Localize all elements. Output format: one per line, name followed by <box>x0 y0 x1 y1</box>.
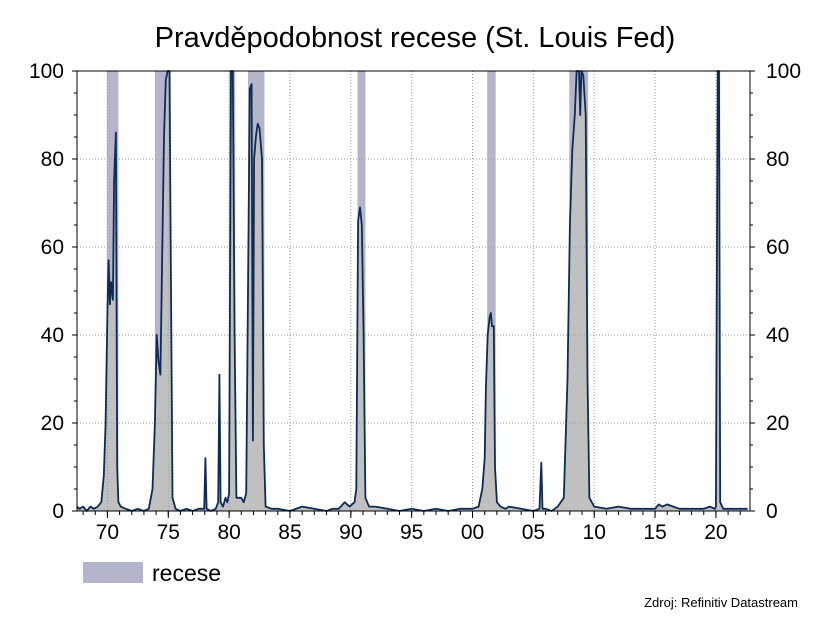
probability-area <box>77 71 748 511</box>
y-tick-label-right-0: 0 <box>766 500 778 523</box>
legend: recese <box>83 560 221 586</box>
y-tick-label-left-2: 40 <box>41 324 64 347</box>
x-tick-label-3: 85 <box>278 521 301 544</box>
recession-band-5 <box>487 71 496 511</box>
recession-bands <box>106 71 721 511</box>
y-tick-label-left-4: 80 <box>41 148 64 171</box>
y-tick-label-right-5: 100 <box>766 60 801 83</box>
legend-label: recese <box>152 560 221 586</box>
y-tick-label-left-3: 60 <box>41 236 64 259</box>
x-tick-label-1: 75 <box>157 521 180 544</box>
probability-line <box>76 70 748 512</box>
x-tick-label-4: 90 <box>339 521 362 544</box>
x-tick-label-2: 80 <box>217 521 240 544</box>
x-tick-label-7: 05 <box>522 521 545 544</box>
y-tick-label-right-3: 60 <box>766 236 789 259</box>
y-tick-label-right-4: 80 <box>766 148 789 171</box>
plot-frame <box>76 70 751 512</box>
source-note: Zdroj: Refinitiv Datastream <box>644 595 798 610</box>
y-tick-label-right-2: 40 <box>766 324 789 347</box>
gridlines <box>77 71 750 511</box>
y-tick-label-left-5: 100 <box>29 60 64 83</box>
x-tick-label-0: 70 <box>96 521 119 544</box>
x-tick-label-5: 95 <box>400 521 423 544</box>
area-fill <box>77 71 748 511</box>
x-tick-label-9: 15 <box>643 521 666 544</box>
chart-title: Pravděpodobnost recese (St. Louis Fed) <box>155 22 676 54</box>
x-tick-label-10: 20 <box>704 521 727 544</box>
legend-swatch <box>83 562 143 583</box>
series-line <box>76 70 748 512</box>
y-tick-label-left-0: 0 <box>52 500 64 523</box>
x-tick-label-8: 10 <box>583 521 606 544</box>
y-tick-label-right-1: 20 <box>766 412 789 435</box>
x-tick-label-6: 00 <box>461 521 484 544</box>
y-tick-label-left-1: 20 <box>41 412 64 435</box>
